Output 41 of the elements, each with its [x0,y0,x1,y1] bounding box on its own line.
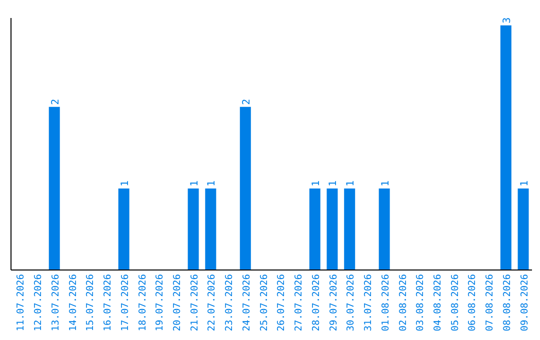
data-label: 1 [310,180,322,186]
x-tick-label: 20.07.2026 [172,274,183,332]
data-label: 1 [189,180,200,186]
x-tick-label: 19.07.2026 [154,274,166,332]
x-tick-label: 06.08.2026 [467,274,478,332]
data-label: 1 [380,180,392,186]
data-label: 1 [120,180,131,186]
x-tick-label: 31.07.2026 [363,274,374,332]
x-tick-label: 24.07.2026 [241,274,252,332]
data-label: 1 [519,180,530,186]
x-tick-label: 07.08.2026 [484,274,496,332]
x-tick-label: 29.07.2026 [328,274,340,332]
x-tick-label: 05.08.2026 [450,274,461,332]
x-tick-label: 22.07.2026 [206,274,218,332]
x-tick-label: 18.07.2026 [137,274,148,332]
x-tick-label: 08.08.2026 [502,274,513,332]
data-label: 2 [241,98,252,105]
x-tick-label: 25.07.2026 [258,274,270,332]
x-tick-label: 21.07.2026 [189,274,200,332]
x-tick-label: 13.07.2026 [50,274,62,332]
x-tick-label: 09.08.2026 [519,274,530,332]
x-tick-label: 17.07.2026 [120,274,131,332]
x-tick-label: 01.08.2026 [380,274,392,332]
data-label: 1 [328,180,340,186]
x-tick-label: 26.07.2026 [276,274,288,332]
data-label: 1 [206,180,218,186]
x-tick-label: 16.07.2026 [102,274,114,332]
x-tick-label: 28.07.2026 [310,274,322,332]
x-tick-label: 15.07.2026 [85,274,96,332]
x-tick-label: 27.07.2026 [294,274,305,332]
data-label: 1 [346,180,357,186]
x-tick-label: 12.07.2026 [33,274,44,332]
data-label: 2 [50,98,62,105]
x-tick-label: 03.08.2026 [415,274,426,332]
x-tick-label: 02.08.2026 [398,274,409,332]
x-tick-label: 30.07.2026 [346,274,357,332]
x-tick-label: 11.07.2026 [16,274,27,332]
x-tick-label: 14.07.2026 [68,274,79,332]
data-label: 3 [502,17,513,24]
x-tick-label: 04.08.2026 [432,274,444,332]
x-tick-label: 23.07.2026 [224,274,236,332]
